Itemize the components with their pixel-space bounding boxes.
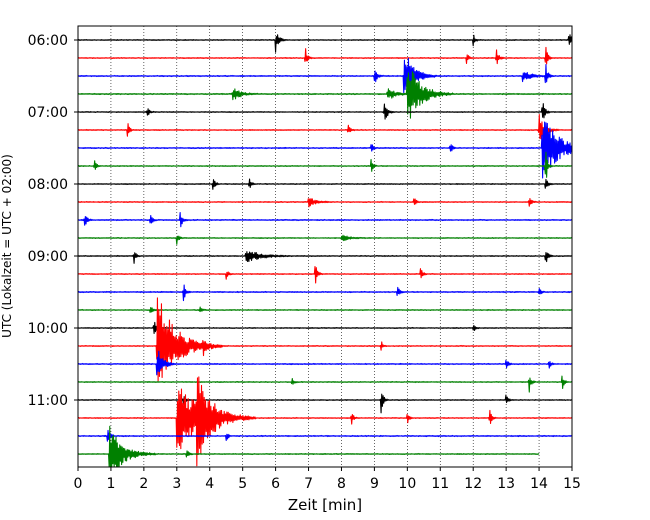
plot-background <box>78 26 572 467</box>
seismic-trace-1145 <box>78 425 540 467</box>
y-tick-label: 07:00 <box>28 105 68 121</box>
seismic-trace-1045 <box>78 375 572 393</box>
seismic-trace-0615 <box>78 46 572 65</box>
y-tick-label: 11:00 <box>28 393 68 409</box>
x-tick-label: 15 <box>563 476 581 492</box>
x-tick-label: 4 <box>205 476 214 492</box>
y-tick-label: 10:00 <box>28 321 68 337</box>
x-tick-label: 3 <box>172 476 181 492</box>
seismic-trace-1115 <box>78 376 572 467</box>
seismic-trace-0830 <box>78 211 572 228</box>
x-axis-label: Zeit [min] <box>288 496 362 514</box>
x-tick-label: 9 <box>370 476 379 492</box>
x-tick-label: 7 <box>304 476 313 492</box>
x-tick-label: 12 <box>464 476 482 492</box>
y-axis-label: UTC (Lokalzeit = UTC + 02:00) <box>0 154 14 338</box>
seismic-trace-0900 <box>78 251 572 264</box>
y-axis: 06:00 07:00 08:00 09:00 10:00 11:00 <box>28 33 78 409</box>
x-axis: 0 1 2 3 4 5 6 7 8 9 10 11 12 13 14 15 <box>74 467 581 492</box>
seismic-trace-0800 <box>78 178 572 190</box>
x-tick-label: 13 <box>497 476 515 492</box>
seismic-trace-0645 <box>78 71 572 119</box>
x-tick-label: 11 <box>431 476 449 492</box>
y-tick-label: 06:00 <box>28 33 68 49</box>
x-tick-label: 1 <box>106 476 115 492</box>
seismic-trace-0815 <box>78 197 572 208</box>
trace-group <box>78 34 572 467</box>
seismic-trace-1100 <box>78 393 572 414</box>
seismic-trace-0715 <box>78 114 572 140</box>
x-tick-label: 6 <box>271 476 280 492</box>
seismic-trace-0945 <box>78 306 572 313</box>
x-tick-label: 8 <box>337 476 346 492</box>
seismic-trace-0930 <box>78 284 572 302</box>
seismic-trace-0845 <box>78 234 572 245</box>
x-tick-label: 5 <box>238 476 247 492</box>
seismic-trace-1130 <box>78 429 572 442</box>
seismic-trace-0600 <box>78 34 572 53</box>
x-tick-label: 14 <box>530 476 548 492</box>
seismic-trace-0745 <box>78 151 572 178</box>
x-tick-label: 0 <box>74 476 83 492</box>
x-tick-label: 10 <box>398 476 416 492</box>
seismic-trace-0630 <box>78 57 572 94</box>
seismic-trace-0700 <box>78 103 572 120</box>
y-tick-label: 09:00 <box>28 249 68 265</box>
seismic-trace-0730 <box>78 121 572 179</box>
plot-frame <box>77 25 573 468</box>
seismic-trace-0915 <box>78 266 572 284</box>
x-tick-label: 2 <box>139 476 148 492</box>
y-tick-label: 08:00 <box>28 177 68 193</box>
seismic-trace-1015 <box>78 297 572 382</box>
seismic-trace-1030 <box>78 350 572 376</box>
